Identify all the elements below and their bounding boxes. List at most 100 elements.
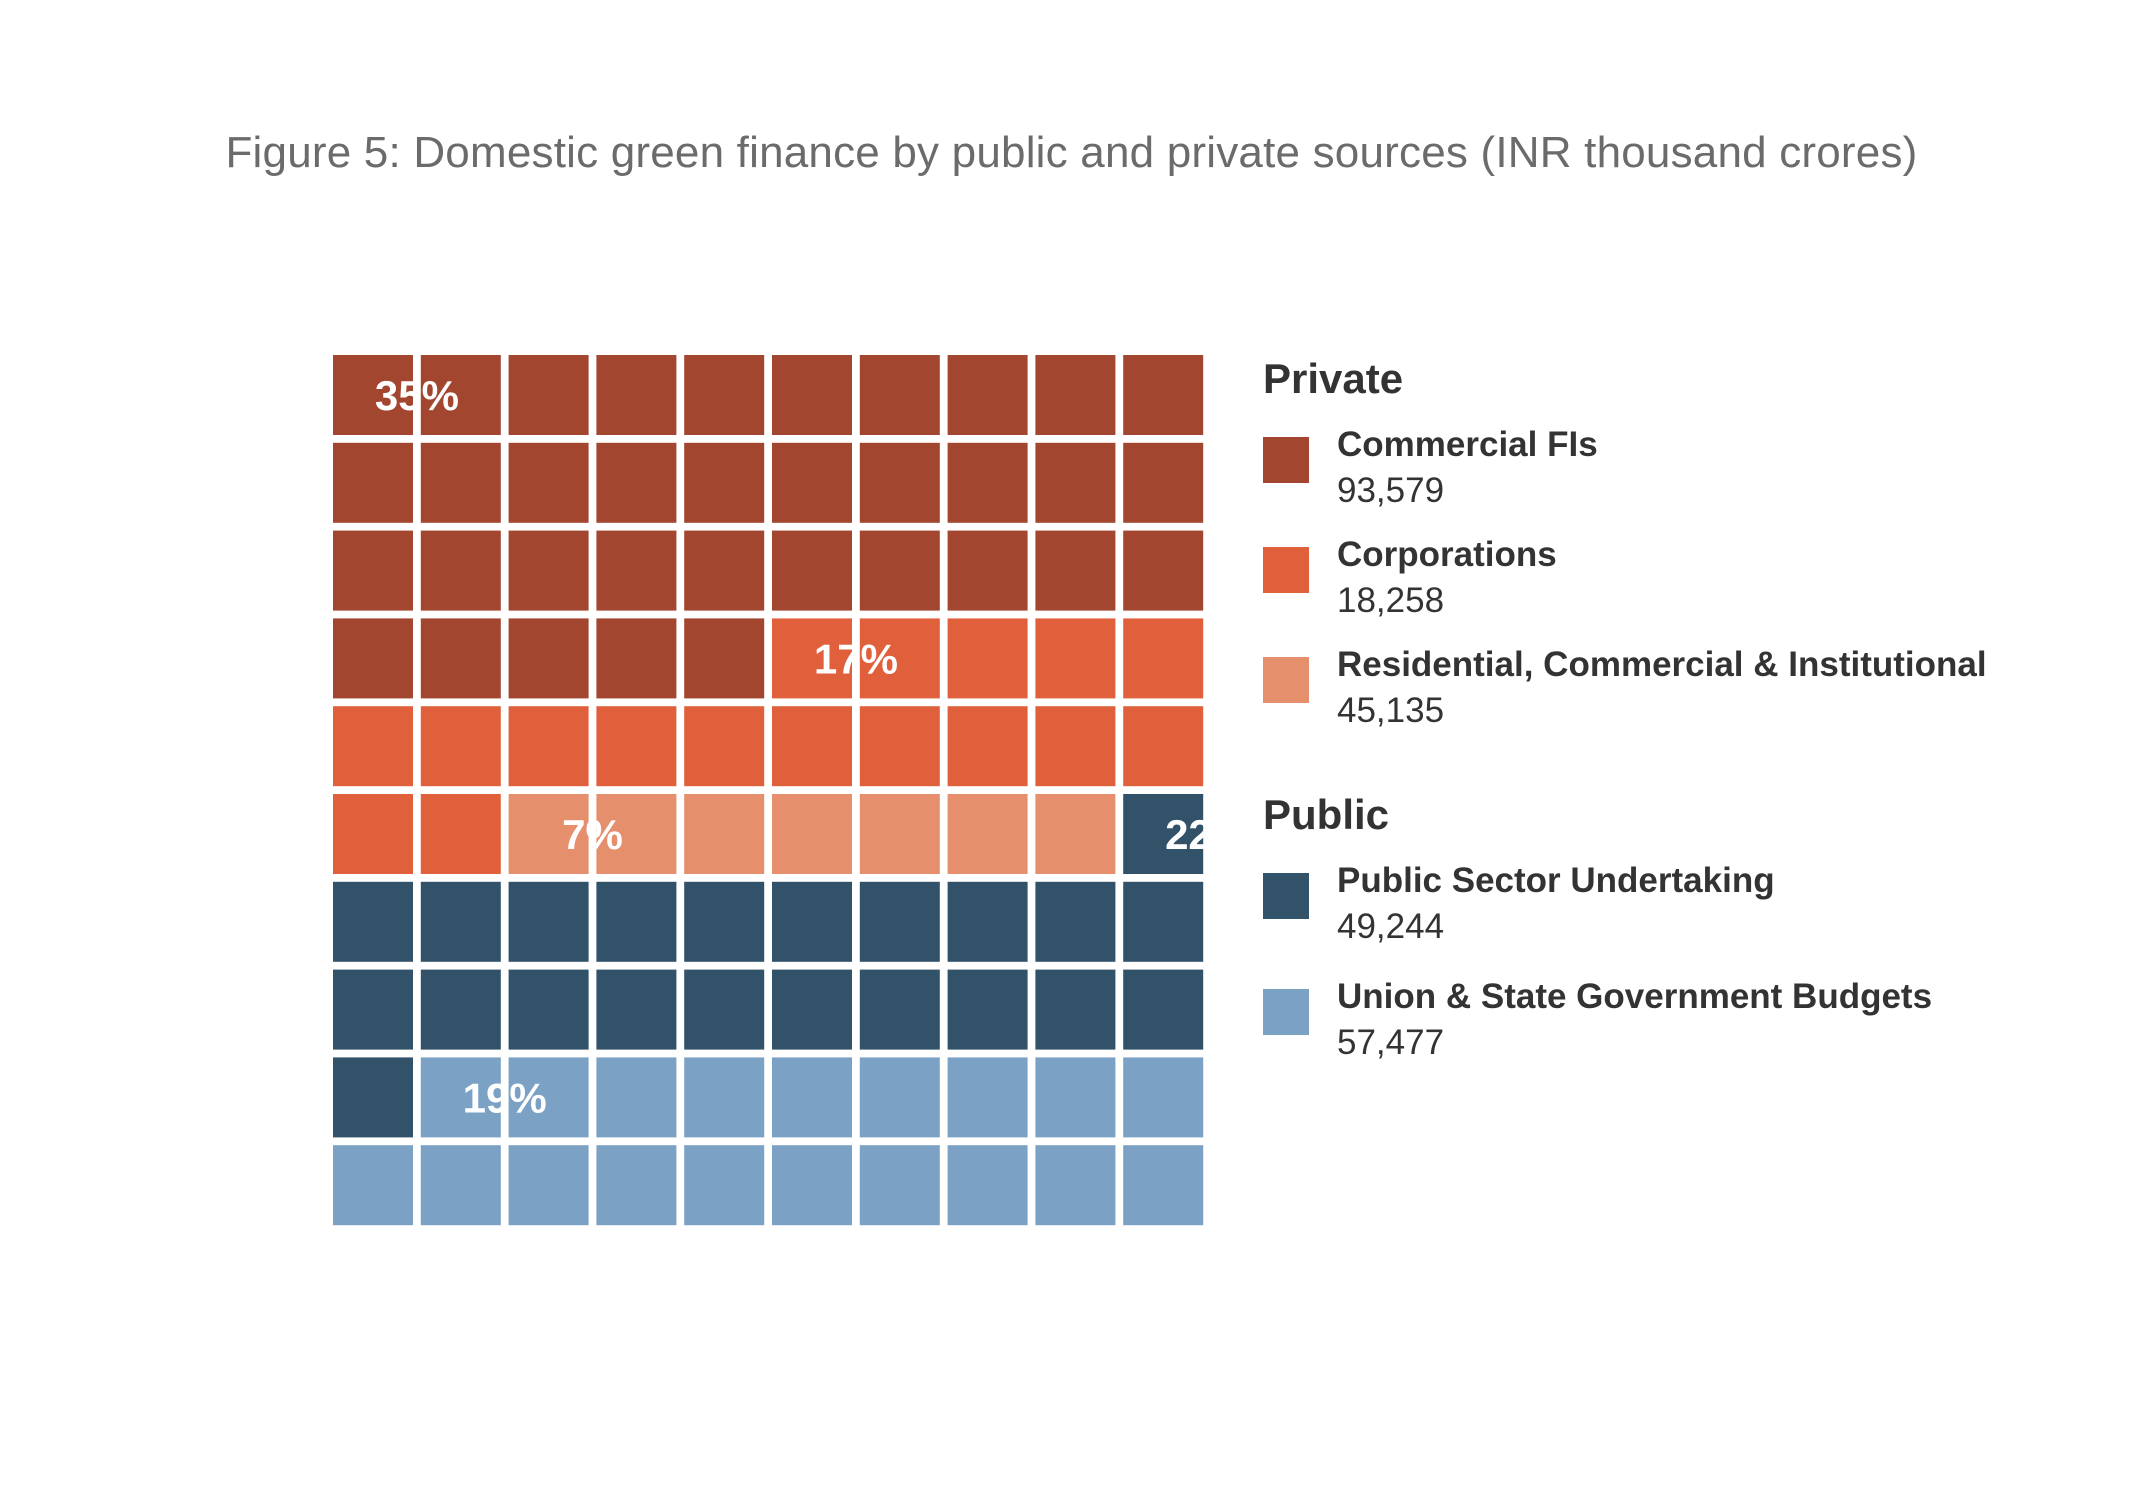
waffle-square-corporations [684,706,765,787]
waffle-square-corporations [1123,618,1204,699]
waffle-square-commercial-fis [1035,355,1116,435]
waffle-square-public-sector-undertaking [333,1057,413,1138]
legend-item-public-sector-undertaking: Public Sector Undertaking 49,244 [1263,861,2123,951]
waffle-square-corporations [859,706,940,787]
legend-value: 18,258 [1337,581,1445,620]
waffle-square-public-sector-undertaking [859,969,940,1050]
waffle-square-public-sector-undertaking [947,881,1028,962]
waffle-square-commercial-fis [596,355,677,435]
waffle-square-union-state-government-budgets [772,1057,852,1138]
legend-item-residential: Residential, Commercial & Institutional … [1263,645,2123,735]
percent-label-corporations: 17% [814,635,898,682]
waffle-square-commercial-fis [420,355,501,435]
legend-item-commercial-fis: Commercial FIs 93,579 [1263,425,2123,515]
waffle-square-union-state-government-budgets [333,1145,413,1226]
legend-value: 93,579 [1337,471,1445,510]
waffle-square-commercial-fis [684,530,765,611]
waffle-square-commercial-fis [772,530,852,611]
waffle-square-union-state-government-budgets [596,1145,677,1226]
waffle-square-commercial-fis [1123,355,1204,435]
waffle-square-commercial-fis [859,530,940,611]
waffle-square-commercial-fis [684,442,765,523]
waffle-square-corporations [772,706,852,787]
waffle-square-public-sector-undertaking [333,881,413,962]
waffle-square-commercial-fis [1123,442,1204,523]
waffle-square-commercial-fis [333,442,413,523]
waffle-square-corporations [596,706,677,787]
legend-value: 49,244 [1337,907,1445,946]
waffle-square-public-sector-undertaking [420,881,501,962]
legend-swatch-public-sector-undertaking [1263,873,1309,919]
waffle-square-residential-commercial-institutional [772,794,852,874]
waffle-square-commercial-fis [859,355,940,435]
waffle-square-commercial-fis [684,355,765,435]
legend-heading-public: Public [1263,791,1390,838]
waffle-square-corporations [859,618,940,699]
waffle-square-commercial-fis [333,530,413,611]
waffle-square-public-sector-undertaking [1123,969,1204,1050]
waffle-grid: 35% 17% 7% 22% 19% [333,355,1249,1226]
waffle-square-public-sector-undertaking [772,881,852,962]
legend-label: Residential, Commercial & Institutional [1337,645,1987,684]
waffle-square-commercial-fis [947,530,1028,611]
legend-swatch-government-budgets [1263,989,1309,1035]
waffle-square-corporations [420,706,501,787]
waffle-square-commercial-fis [508,618,589,699]
waffle-square-commercial-fis [596,530,677,611]
waffle-square-commercial-fis [420,618,501,699]
waffle-square-union-state-government-budgets [772,1145,852,1226]
legend-label: Union & State Government Budgets [1337,977,1933,1016]
legend-value: 45,135 [1337,691,1445,730]
waffle-square-public-sector-undertaking [596,969,677,1050]
waffle-square-commercial-fis [420,530,501,611]
waffle-square-union-state-government-budgets [508,1057,589,1138]
percent-label-commercial-fis: 35% [375,372,459,419]
waffle-square-public-sector-undertaking [420,969,501,1050]
waffle-square-residential-commercial-institutional [596,794,677,874]
waffle-square-union-state-government-budgets [420,1145,501,1226]
waffle-square-commercial-fis [508,355,589,435]
waffle-square-commercial-fis [1123,530,1204,611]
waffle-square-commercial-fis [947,355,1028,435]
waffle-square-public-sector-undertaking [947,969,1028,1050]
waffle-square-commercial-fis [772,442,852,523]
legend-value: 57,477 [1337,1023,1445,1062]
legend-label: Commercial FIs [1337,425,1598,464]
waffle-square-union-state-government-budgets [1123,1145,1204,1226]
waffle-square-residential-commercial-institutional [1035,794,1116,874]
waffle-square-union-state-government-budgets [859,1145,940,1226]
waffle-square-commercial-fis [859,442,940,523]
waffle-square-union-state-government-budgets [596,1057,677,1138]
legend-swatch-residential [1263,657,1309,703]
waffle-square-corporations [947,706,1028,787]
waffle-square-public-sector-undertaking [684,881,765,962]
waffle-square-union-state-government-budgets [1123,1057,1204,1138]
waffle-square-corporations [508,706,589,787]
waffle-square-public-sector-undertaking [684,969,765,1050]
legend-label: Corporations [1337,535,1557,574]
legend-item-corporations: Corporations 18,258 [1263,535,2123,625]
waffle-square-union-state-government-budgets [1035,1057,1116,1138]
waffle-square-public-sector-undertaking [1123,881,1204,962]
waffle-square-corporations [333,794,413,874]
legend-item-government-budgets: Union & State Government Budgets 57,477 [1263,977,2123,1067]
waffle-square-union-state-government-budgets [1035,1145,1116,1226]
waffle-square-public-sector-undertaking [508,881,589,962]
waffle-square-residential-commercial-institutional [684,794,765,874]
waffle-square-commercial-fis [947,442,1028,523]
waffle-square-union-state-government-budgets [684,1145,765,1226]
waffle-square-corporations [333,706,413,787]
waffle-square-commercial-fis [684,618,765,699]
waffle-square-union-state-government-budgets [684,1057,765,1138]
waffle-square-corporations [772,618,852,699]
waffle-square-union-state-government-budgets [859,1057,940,1138]
waffle-square-union-state-government-budgets [508,1145,589,1226]
waffle-square-public-sector-undertaking [1123,794,1204,874]
waffle-square-commercial-fis [333,355,413,435]
waffle-square-public-sector-undertaking [333,969,413,1050]
waffle-square-corporations [1035,706,1116,787]
chart-title: Figure 5: Domestic green finance by publ… [225,128,1918,177]
legend-swatch-commercial-fis [1263,437,1309,483]
waffle-square-commercial-fis [420,442,501,523]
waffle-square-public-sector-undertaking [1035,881,1116,962]
